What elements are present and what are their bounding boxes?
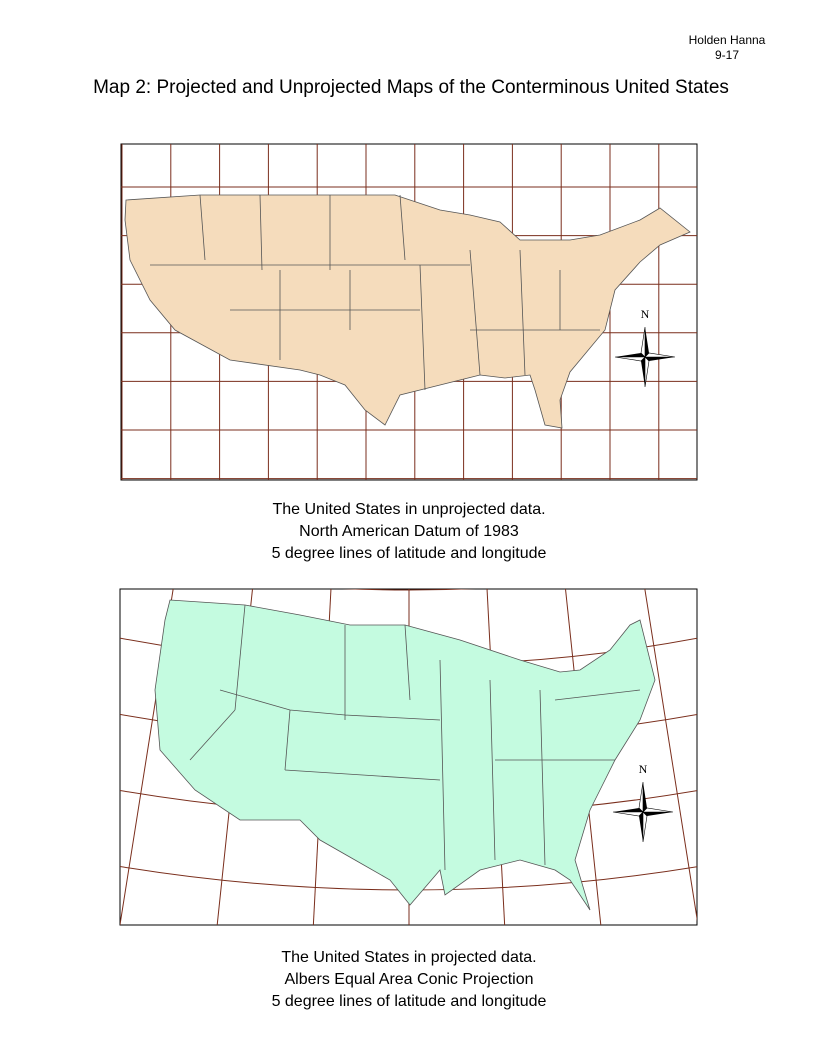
caption-line: 5 degree lines of latitude and longitude (272, 545, 547, 562)
caption-line: Albers Equal Area Conic Projection (284, 971, 533, 988)
state-borders (150, 194, 600, 391)
meridian (710, 518, 814, 1007)
meridian (644, 589, 697, 922)
state-borders (189, 604, 641, 871)
title: Map 2: Projected and Unprojected Maps of… (93, 77, 729, 98)
meridian (0, 501, 34, 984)
date: 9-17 (715, 48, 739, 62)
caption-line: North American Datum of 1983 (299, 523, 519, 540)
map-unprojected: N (120, 143, 698, 481)
us-outline (154, 599, 656, 911)
caption-line: The United States in unprojected data. (272, 501, 545, 518)
north-label: N (639, 762, 648, 776)
us-outline (124, 194, 691, 429)
author: Holden Hanna (689, 33, 766, 47)
map-projected: N (0, 501, 816, 1007)
caption-line: 5 degree lines of latitude and longitude (272, 993, 547, 1010)
meridian (4, 518, 108, 1007)
north-label: N (641, 307, 650, 321)
caption-line: The United States in projected data. (281, 949, 536, 966)
meridian (784, 501, 816, 984)
